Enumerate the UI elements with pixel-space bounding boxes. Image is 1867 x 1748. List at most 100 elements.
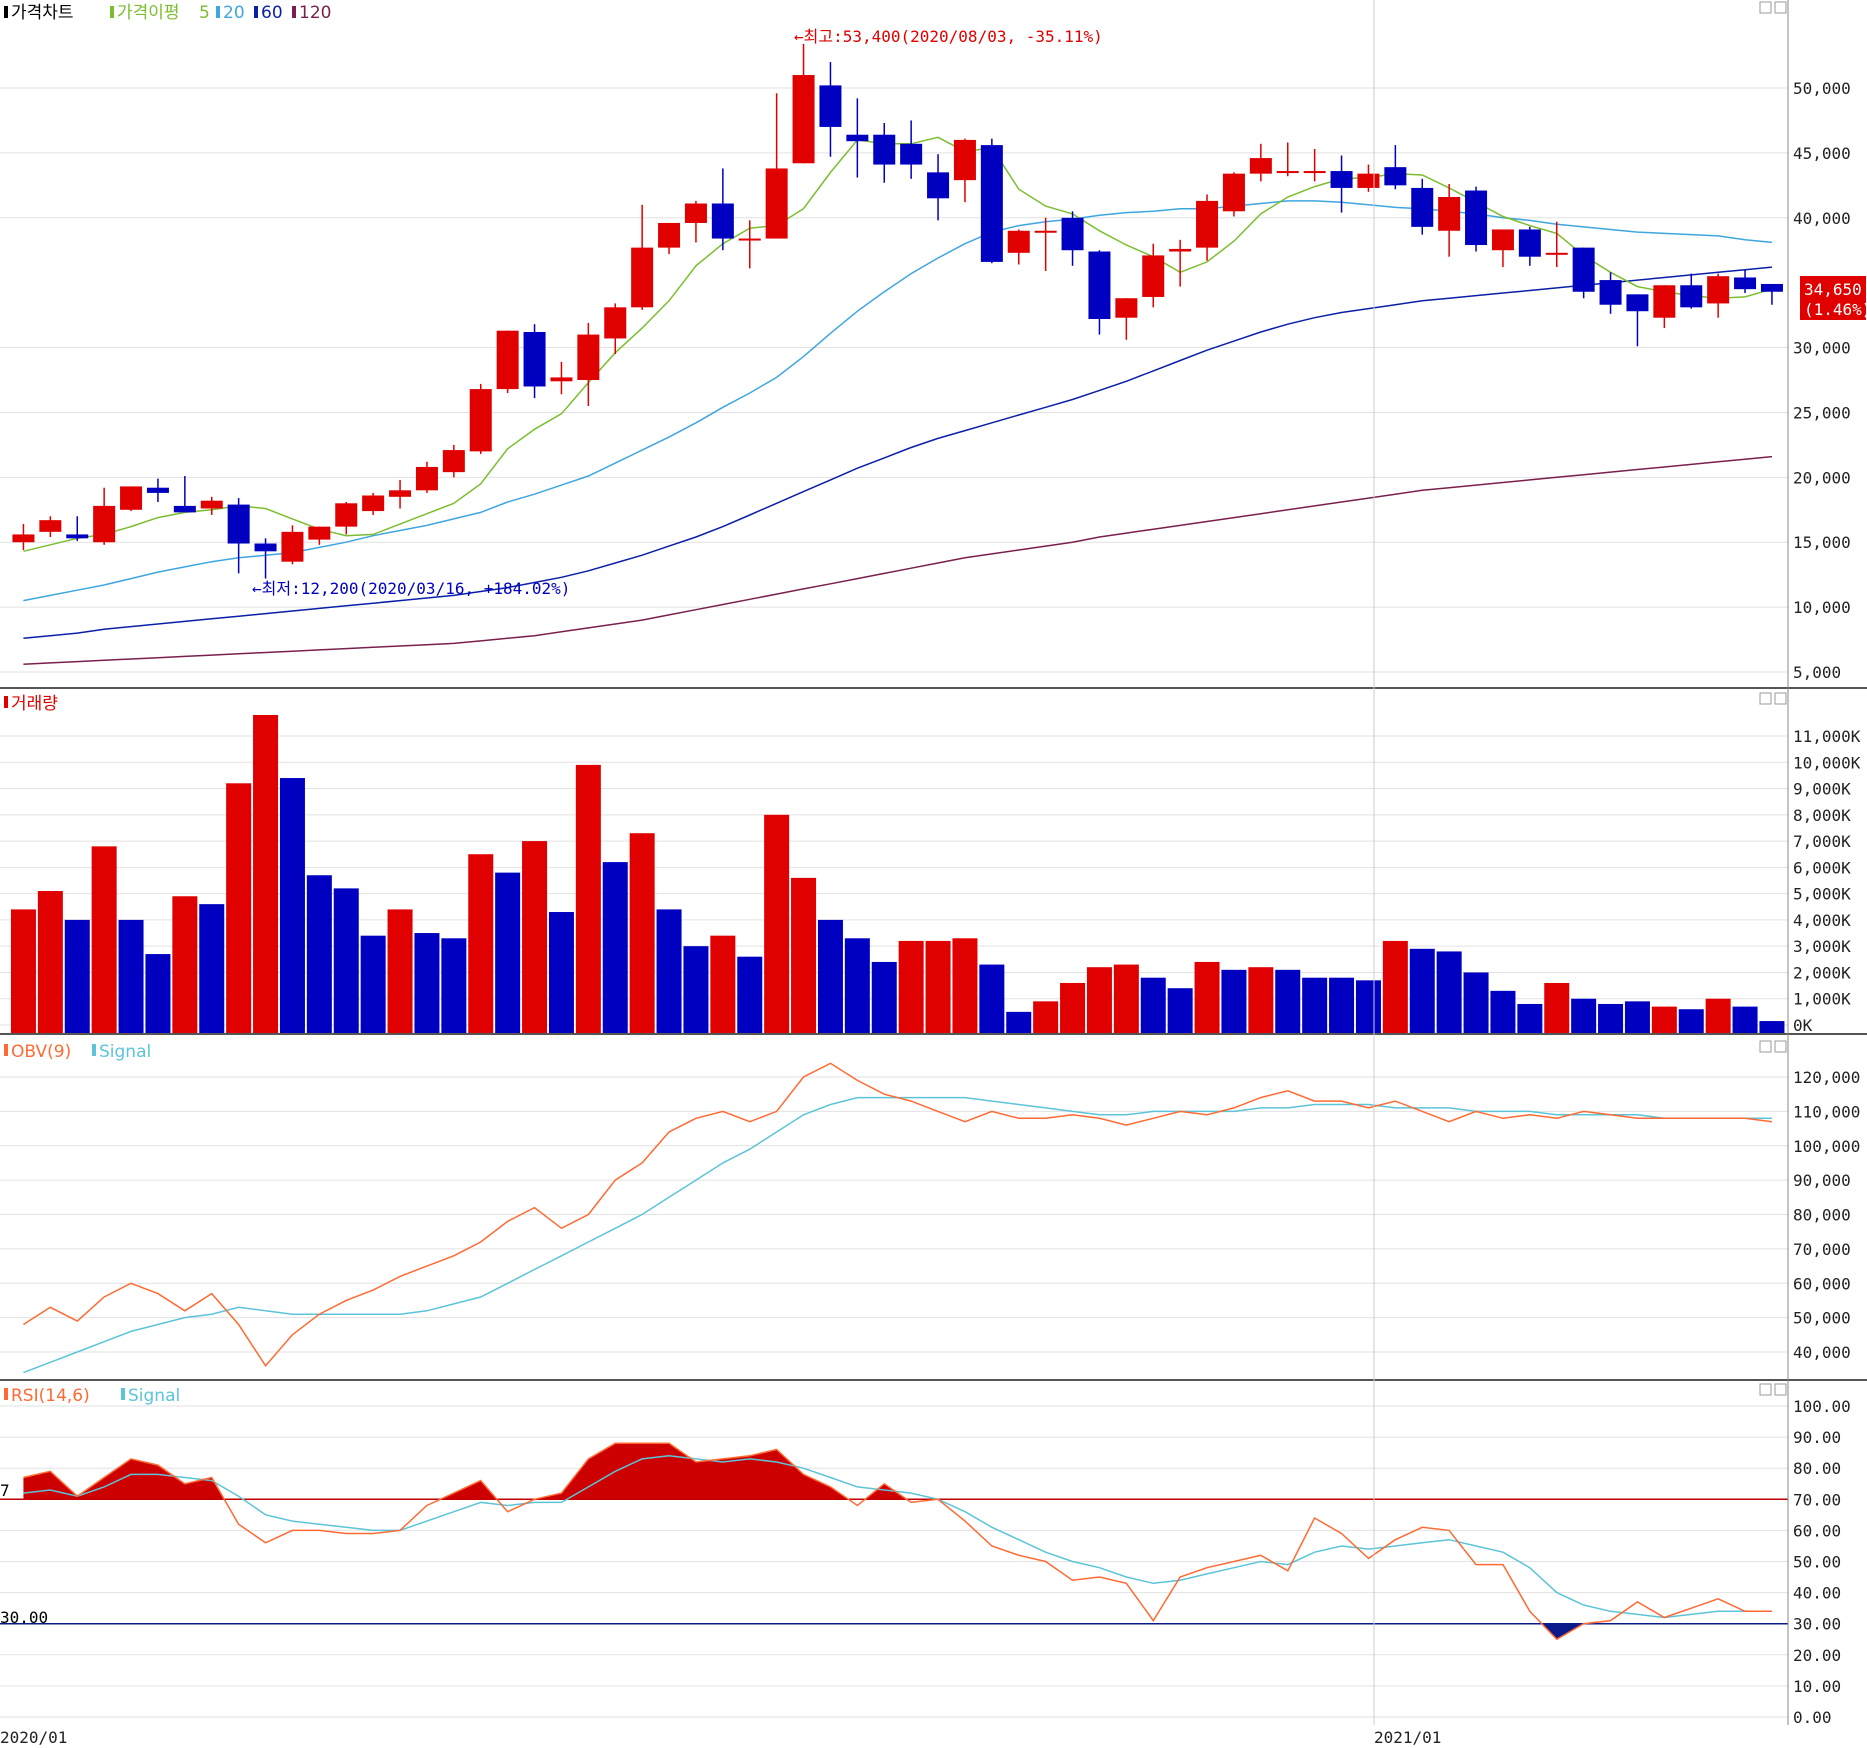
volume-bar [1086, 967, 1112, 1033]
candle-body [362, 495, 385, 512]
candle-body [39, 520, 62, 532]
volume_panel-tick: 9,000K [1793, 780, 1851, 799]
candle-body [442, 450, 465, 473]
volume-bar [1221, 969, 1247, 1033]
volume-bar [387, 909, 413, 1033]
obv-panel-window-buttons[interactable] [1759, 1040, 1787, 1053]
volume_panel-tick: 0K [1793, 1016, 1813, 1035]
ma60-line [23, 266, 1773, 640]
obv_panel-tick: 60,000 [1793, 1274, 1851, 1293]
candle-body [496, 330, 519, 390]
volume-bar [656, 909, 682, 1033]
volume-bar [1167, 988, 1193, 1033]
ma120-legend: 120 [299, 3, 331, 23]
volume-bar [1033, 1001, 1059, 1033]
candle-body [1034, 230, 1057, 233]
candle-body [1518, 229, 1541, 257]
volume-bar [1490, 990, 1516, 1033]
candle-body [1734, 277, 1757, 290]
obv-panel-title: OBV(9) Signal [4, 1042, 151, 1062]
candle-body [1303, 171, 1326, 174]
candle-body [66, 534, 89, 539]
volume-bar [1006, 1011, 1032, 1033]
candle-body [846, 134, 869, 142]
volume-bar [1409, 948, 1435, 1033]
volume_panel-tick: 3,000K [1793, 937, 1851, 956]
price-panel: 5,000 10,000 15,000 20,000 25,000 30,000 40,00… [0, 43, 1851, 682]
candle-body [1222, 173, 1245, 212]
rsi-title: RSI(14,6) [11, 1386, 90, 1406]
candle-body [631, 247, 654, 308]
price_panel-tick: 50,000 [1793, 79, 1851, 98]
volume-bar [414, 933, 440, 1033]
volume-bar [360, 935, 386, 1033]
volume-bar [683, 946, 709, 1033]
rsi_panel-tick: 90.00 [1793, 1428, 1841, 1447]
volume-bar [145, 954, 171, 1033]
price_panel-tick: 15,000 [1793, 533, 1851, 552]
rsi-lower-level-label: 30.00 [0, 1608, 48, 1627]
volume_panel-tick: 5,000K [1793, 885, 1851, 904]
rsi-panel-window-buttons[interactable] [1759, 1383, 1787, 1396]
rsi_panel-tick: 80.00 [1793, 1459, 1841, 1478]
candle-body [1330, 171, 1353, 188]
candle-body [1760, 283, 1783, 292]
rsi-line [23, 1442, 1772, 1641]
volume-bar [925, 940, 951, 1033]
candle-body [577, 334, 600, 380]
volume-bar [1544, 982, 1570, 1033]
obv_panel-tick: 40,000 [1793, 1343, 1851, 1362]
obv_panel-tick: 70,000 [1793, 1240, 1851, 1259]
x-label-2020: 2020/01 [0, 1728, 67, 1747]
volume-bar [1517, 1003, 1543, 1033]
rsi-overbought-fill [23, 1458, 225, 1500]
volume-bar [333, 888, 359, 1033]
volume-bar [37, 891, 63, 1033]
volume-bar [1571, 998, 1597, 1033]
rsi-overbought-fill [440, 1480, 497, 1500]
candle-body [308, 526, 331, 540]
volume-bar [737, 956, 763, 1033]
volume-bar [1194, 961, 1220, 1033]
current-price: 34,650 [1804, 280, 1862, 299]
volume-bar [575, 764, 601, 1033]
candle-body [227, 504, 250, 544]
obv-signal-label: Signal [99, 1042, 151, 1062]
candle-body [389, 490, 412, 497]
obv-title: OBV(9) [11, 1042, 71, 1062]
price_panel-tick: 20,000 [1793, 468, 1851, 487]
obv_panel-tick: 100,000 [1793, 1137, 1860, 1156]
current-price-tag: 34,650 (1.46%) [1800, 276, 1867, 320]
candle-body [1491, 229, 1514, 251]
price-panel-window-buttons[interactable] [1759, 1, 1787, 14]
volume_panel-tick: 1,000K [1793, 990, 1851, 1009]
volume_panel-tick: 11,000K [1793, 727, 1861, 746]
candle-body [1142, 255, 1165, 297]
candle-body [1357, 173, 1380, 188]
candle-body [792, 75, 815, 164]
volume-bar [1651, 1006, 1677, 1033]
candle-body [927, 172, 950, 199]
volume-bar [1382, 940, 1408, 1033]
volume-bar [118, 919, 144, 1033]
volume-bar [898, 940, 924, 1033]
volume-panel-window-buttons[interactable] [1759, 692, 1787, 705]
x-label-2021: 2021/01 [1374, 1728, 1441, 1747]
volume-bar [1060, 982, 1086, 1033]
volume-bar [279, 778, 305, 1033]
volume-bar [1248, 967, 1274, 1033]
candle-body [1169, 248, 1192, 252]
low-annotation: ←최저:12,200(2020/03/16, +184.02%) [252, 579, 570, 598]
candle-body [1384, 167, 1407, 186]
obv-line [22, 1062, 1773, 1368]
volume-bar [1329, 977, 1355, 1033]
volume-bar [1140, 977, 1166, 1033]
candle-body [873, 134, 896, 165]
volume-bar [441, 938, 467, 1033]
volume_panel-tick: 6,000K [1793, 858, 1851, 877]
volume_panel-tick: 7,000K [1793, 832, 1851, 851]
volume-bar [1678, 1009, 1704, 1033]
current-change: (1.46%) [1804, 300, 1867, 319]
rsi_panel-tick: 40.00 [1793, 1584, 1841, 1603]
